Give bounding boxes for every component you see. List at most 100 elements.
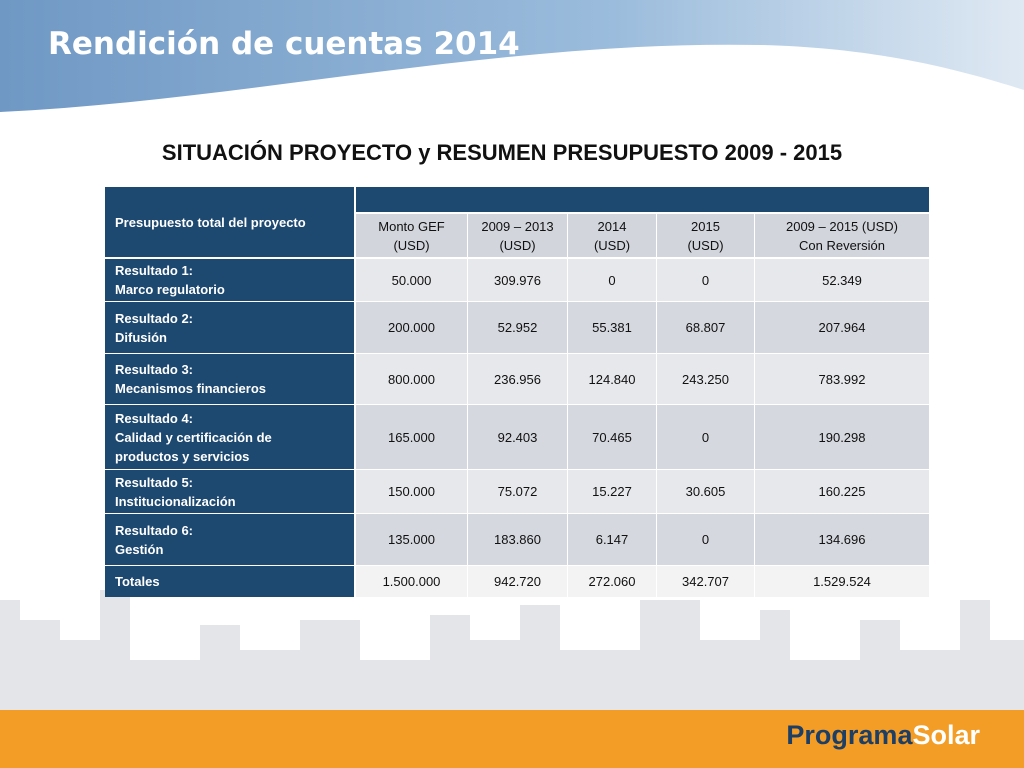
data-cell: 1.529.524 bbox=[755, 566, 929, 597]
data-cell: 0 bbox=[657, 405, 754, 469]
slide-title: Rendición de cuentas 2014 bbox=[48, 26, 520, 62]
cell-text: 1.500.000 bbox=[382, 574, 441, 589]
cell-text: 1.529.524 bbox=[813, 574, 871, 589]
cell-text: 6.147 bbox=[595, 532, 629, 547]
cell-text: 942.720 bbox=[494, 574, 541, 589]
cell-text: 207.964 bbox=[818, 320, 866, 335]
cell-text: 55.381 bbox=[592, 320, 632, 335]
cell-text: 183.860 bbox=[494, 532, 541, 547]
cell-text: 2009 – 2013 bbox=[481, 218, 554, 234]
cell-text: Calidad y certificación de bbox=[115, 429, 272, 445]
cell-text: 160.225 bbox=[818, 484, 866, 499]
brand-part: Solar bbox=[912, 720, 980, 750]
data-cell: 0 bbox=[657, 514, 754, 565]
row-label: Resultado 4: Calidad y certificación de pr… bbox=[105, 405, 354, 469]
data-cell: 50.000 bbox=[356, 259, 467, 301]
cell-text: 50.000 bbox=[391, 272, 432, 288]
data-cell: 6.147 bbox=[568, 514, 656, 565]
data-cell: 243.250 bbox=[657, 354, 754, 404]
cell-text: Difusión bbox=[115, 329, 167, 345]
cell-text: Gestión bbox=[115, 541, 164, 557]
data-cell: 150.000 bbox=[356, 470, 467, 513]
data-cell: 160.225 bbox=[755, 470, 929, 513]
cell-text: 236.956 bbox=[494, 371, 541, 387]
cell-text: Resultado 1: bbox=[115, 263, 194, 278]
row-label: Resultado 6: Gestión bbox=[105, 514, 354, 565]
column-header: 2015 (USD) bbox=[657, 214, 754, 257]
cell-text: 0 bbox=[701, 272, 710, 288]
cell-text: Presupuesto total del proyecto bbox=[115, 214, 306, 230]
data-cell: 52.952 bbox=[468, 302, 567, 353]
cell-text: 783.992 bbox=[818, 371, 866, 387]
data-cell: 0 bbox=[657, 259, 754, 301]
cell-text: 124.840 bbox=[588, 371, 636, 387]
data-cell: 92.403 bbox=[468, 405, 567, 469]
cell-text: 68.807 bbox=[685, 320, 726, 335]
cell-text: 2015 bbox=[691, 218, 720, 234]
cell-text: 92.403 bbox=[497, 429, 538, 445]
cell-text: Resultado 3: bbox=[115, 362, 194, 377]
data-cell: 15.227 bbox=[568, 470, 656, 513]
cell-text: 150.000 bbox=[388, 484, 435, 499]
data-cell: 75.072 bbox=[468, 470, 567, 513]
cell-text: 0 bbox=[701, 532, 710, 547]
data-cell: 70.465 bbox=[568, 405, 656, 469]
cell-text: 165.000 bbox=[388, 429, 435, 445]
cell-text: Con Reversión bbox=[799, 237, 885, 253]
data-cell: 207.964 bbox=[755, 302, 929, 353]
data-cell: 135.000 bbox=[356, 514, 467, 565]
cell-text: 75.072 bbox=[497, 484, 538, 499]
cell-text: Totales bbox=[115, 574, 160, 589]
data-cell: 800.000 bbox=[356, 354, 467, 404]
brand: ProgramaSolar bbox=[786, 720, 980, 751]
data-cell: 134.696 bbox=[755, 514, 929, 565]
cell-text: Resultado 2: bbox=[115, 310, 194, 326]
cell-text: 30.605 bbox=[685, 484, 726, 499]
cell-text: 0 bbox=[608, 272, 616, 288]
data-cell: 0 bbox=[568, 259, 656, 301]
cell-text: 134.696 bbox=[818, 532, 866, 547]
column-header: 2009 – 2015 (USD) Con Reversión bbox=[755, 214, 929, 257]
data-cell: 68.807 bbox=[657, 302, 754, 353]
cell-text: 2009 – 2015 (USD) bbox=[785, 218, 898, 234]
cell-text: 70.465 bbox=[592, 429, 632, 445]
cell-text: 272.060 bbox=[588, 574, 636, 589]
cell-text: Mecanismos financieros bbox=[115, 381, 266, 396]
cell-text: (USD) bbox=[687, 237, 724, 253]
cell-text: 243.250 bbox=[682, 371, 729, 387]
cell-text: 800.000 bbox=[388, 371, 435, 387]
cell-text: (USD) bbox=[593, 237, 631, 253]
row-label: Resultado 5: Institucionalización bbox=[105, 470, 354, 513]
cell-text: Resultado 6: bbox=[115, 522, 194, 538]
cell-text: Resultado 4: bbox=[115, 410, 194, 426]
data-cell: 190.298 bbox=[755, 405, 929, 469]
cell-text: 0 bbox=[701, 429, 710, 445]
cell-text: 15.227 bbox=[592, 484, 632, 499]
row-label: Resultado 3: Mecanismos financieros bbox=[105, 354, 354, 404]
data-cell: 1.500.000 bbox=[356, 566, 467, 597]
data-cell: 52.349 bbox=[755, 259, 929, 301]
cell-text: 52.952 bbox=[497, 320, 538, 335]
data-cell: 30.605 bbox=[657, 470, 754, 513]
corner-header: Presupuesto total del proyecto bbox=[105, 187, 354, 257]
cell-text: 190.298 bbox=[818, 429, 866, 445]
row-label: Resultado 1: Marco regulatorio bbox=[105, 259, 354, 301]
cell-text: Resultado 5: bbox=[115, 474, 194, 490]
data-cell: 55.381 bbox=[568, 302, 656, 353]
cell-text: 309.976 bbox=[494, 272, 541, 288]
data-cell: 942.720 bbox=[468, 566, 567, 597]
cell-text: 52.349 bbox=[822, 272, 862, 288]
column-header: Monto GEF (USD) bbox=[356, 214, 467, 257]
cell-text: productos y servicios bbox=[115, 448, 250, 464]
data-cell: 236.956 bbox=[468, 354, 567, 404]
row-label: Totales bbox=[105, 566, 354, 597]
data-cell: 183.860 bbox=[468, 514, 567, 565]
column-header: 2009 – 2013 (USD) bbox=[468, 214, 567, 257]
cell-text: 135.000 bbox=[388, 532, 435, 547]
cell-text: 2014 bbox=[597, 218, 627, 234]
column-header: 2014 (USD) bbox=[568, 214, 656, 257]
data-cell: 165.000 bbox=[356, 405, 467, 469]
cell-text: 200.000 bbox=[388, 320, 435, 335]
